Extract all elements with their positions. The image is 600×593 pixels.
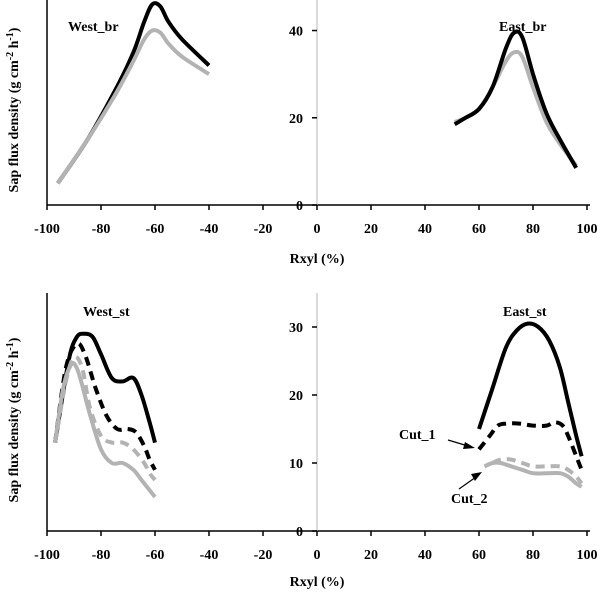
top-y-tick-label: 40 <box>289 25 303 40</box>
series-line-cut-2-gray <box>483 460 583 489</box>
bottom-x-tick-label: 60 <box>472 548 486 563</box>
top-x-tick-label: 80 <box>526 222 540 237</box>
series-line-east-br-black <box>453 29 578 169</box>
bottom-x-tick-label: -20 <box>254 548 273 563</box>
bottom-x-axis-label: Rxyl (%) <box>290 575 345 590</box>
series-line-cut-1-black-dashed <box>477 420 584 471</box>
bottom-y-tick-label: 20 <box>289 389 303 404</box>
bottom-x-tick-label: 20 <box>364 548 378 563</box>
top-x-tick-label: 0 <box>314 222 321 237</box>
top-chart: -100 -80 -60 -40 -20 0 20 40 60 80 100 0 20 40 West_… <box>5 0 598 267</box>
top-y-tick-label: 20 <box>289 112 303 127</box>
bottom-x-tick-label: 40 <box>418 548 432 563</box>
series-line-cut-2-gray-dashed <box>491 457 584 485</box>
series-line-west-st-gray-dashed <box>53 355 157 482</box>
series-line-east-br-gray <box>453 49 578 167</box>
series-line-west-st-black <box>53 331 157 444</box>
bottom-x-tick-label: -100 <box>34 548 60 563</box>
bottom-y-axis-label: Sap flux density (g cm-2 h-1) <box>5 337 22 502</box>
bottom-y-tick-label: 10 <box>289 457 303 472</box>
bottom-chart: -100 -80 -60 -40 -20 0 20 40 60 80 100 0 10 20 30 Wes… <box>5 293 598 590</box>
panel-label-east-br: East_br <box>499 20 546 35</box>
top-x-tick-label: 100 <box>577 222 598 237</box>
panel-label-west-br: West_br <box>68 20 119 35</box>
cut-2-arrow <box>458 472 482 490</box>
bottom-x-tick-label: -80 <box>92 548 111 563</box>
annotation-cut-1: Cut_1 <box>399 428 436 443</box>
top-x-tick-label: -100 <box>34 222 60 237</box>
top-x-tick-label: -40 <box>200 222 219 237</box>
cut-2-arrow-line <box>458 476 477 490</box>
bottom-x-tick-label: 100 <box>577 548 598 563</box>
top-x-tick-label: -20 <box>254 222 273 237</box>
top-x-tick-label: -60 <box>146 222 165 237</box>
cut-2-arrow-head <box>471 472 482 481</box>
bottom-x-tick-label: -40 <box>200 548 219 563</box>
top-x-tick-label: 60 <box>472 222 486 237</box>
panel-label-east-st: East_st <box>503 305 547 320</box>
annotation-cut-2: Cut_2 <box>451 492 488 507</box>
bottom-x-tick-label: 80 <box>526 548 540 563</box>
top-x-tick-label: -80 <box>92 222 111 237</box>
series-line-east-st-black <box>477 321 584 457</box>
bottom-y-tick-label: 0 <box>296 525 303 540</box>
bottom-y-tick-label: 30 <box>289 321 303 336</box>
bottom-x-tick-label: -60 <box>146 548 165 563</box>
top-x-tick-label: 40 <box>418 222 432 237</box>
bottom-x-tick-label: 0 <box>314 548 321 563</box>
top-x-tick-label: 20 <box>364 222 378 237</box>
cut-1-arrow <box>447 439 475 449</box>
cut-1-arrow-head <box>463 442 475 449</box>
panel-label-west-st: West_st <box>83 305 130 320</box>
top-y-axis-label: Sap flux density (g cm-2 h-1) <box>5 27 22 192</box>
series-line-west-br-gray <box>56 28 211 185</box>
top-y-tick-label: 0 <box>296 199 303 214</box>
series-line-west-st-gray <box>53 361 157 499</box>
top-x-axis-label: Rxyl (%) <box>290 252 345 267</box>
